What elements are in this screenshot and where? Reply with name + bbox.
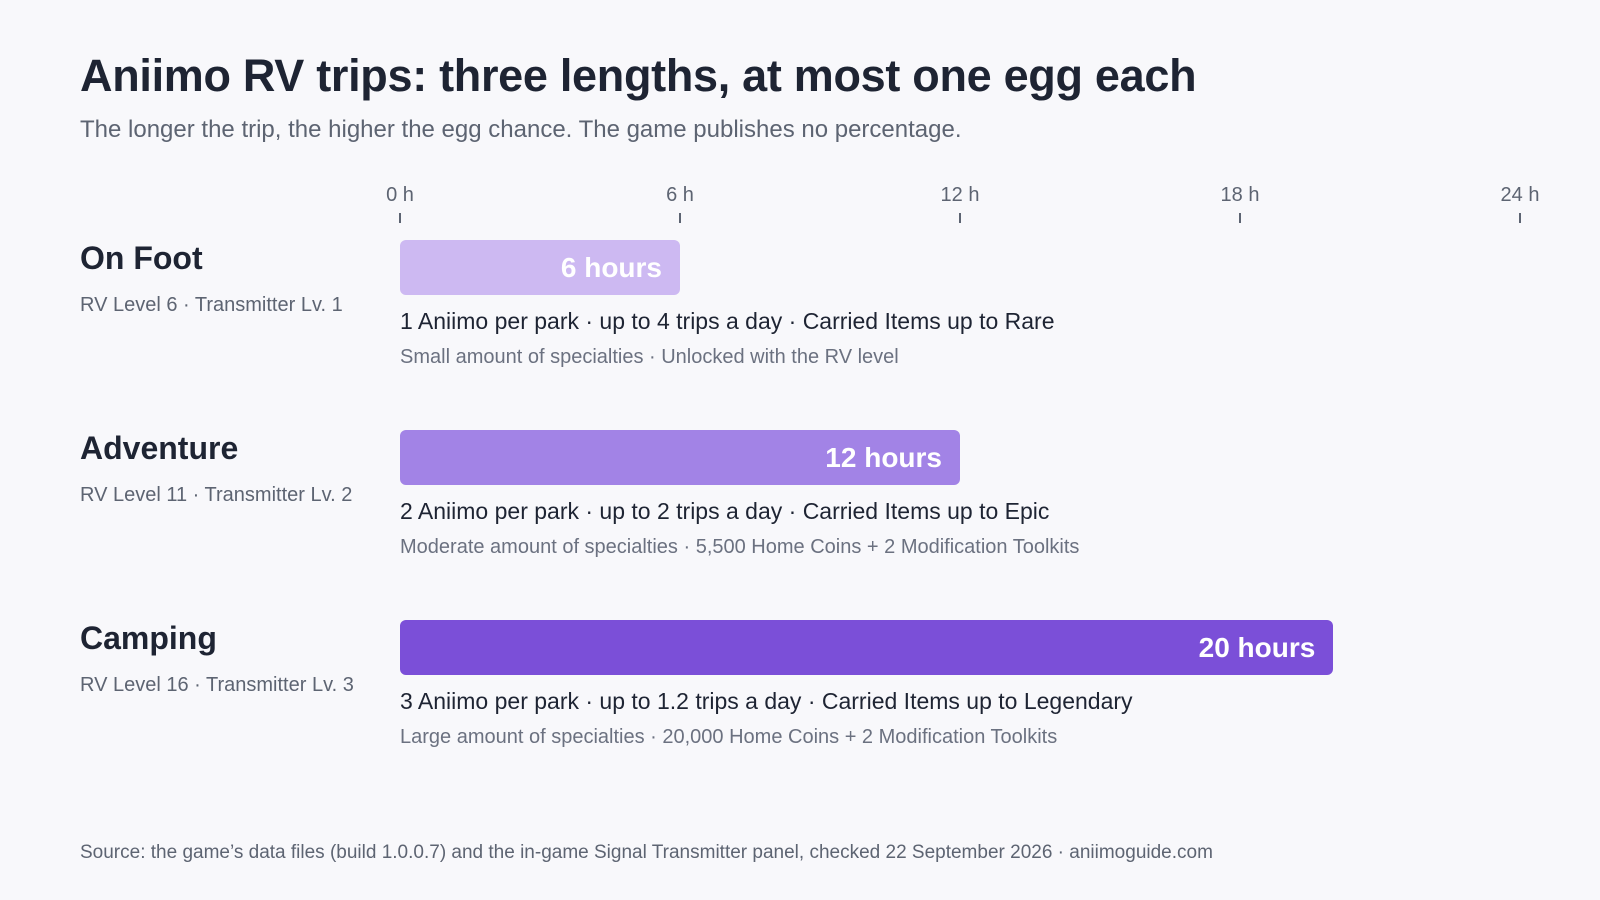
trip-name: Camping bbox=[80, 620, 217, 656]
trip-requirement: RV Level 16 · Transmitter Lv. 3 bbox=[80, 674, 354, 696]
trip-row: Camping RV Level 16 · Transmitter Lv. 3 20… bbox=[0, 620, 1600, 790]
trip-duration-bar: 6 hours bbox=[400, 240, 680, 295]
x-tick: 18 h bbox=[1200, 184, 1280, 223]
trip-rewards: Large amount of specialties · 20,000 Hom… bbox=[400, 726, 1058, 748]
trip-duration-bar: 12 hours bbox=[400, 430, 960, 485]
x-tick-mark bbox=[399, 213, 401, 223]
trip-row: Adventure RV Level 11 · Transmitter Lv. 2… bbox=[0, 430, 1600, 600]
trip-requirement: RV Level 6 · Transmitter Lv. 1 bbox=[80, 294, 343, 316]
trip-name: Adventure bbox=[80, 430, 239, 466]
x-tick-label: 6 h bbox=[666, 184, 694, 206]
trip-rewards: Small amount of specialties · Unlocked w… bbox=[400, 346, 899, 368]
x-tick-mark bbox=[1239, 213, 1241, 223]
x-tick-label: 24 h bbox=[1500, 184, 1540, 206]
bar-value-label: 20 hours bbox=[1198, 631, 1316, 663]
trip-rewards: Moderate amount of specialties · 5,500 H… bbox=[400, 536, 1080, 558]
trip-details: 3 Aniimo per park · up to 1.2 trips a da… bbox=[400, 688, 1133, 714]
x-tick-mark bbox=[679, 213, 681, 223]
trip-details: 1 Aniimo per park · up to 4 trips a day … bbox=[400, 308, 1055, 334]
x-tick: 6 h bbox=[640, 184, 720, 223]
bar-value-label: 12 hours bbox=[825, 441, 942, 473]
x-tick-label: 0 h bbox=[386, 184, 414, 206]
chart-title: Aniimo RV trips: three lengths, at most … bbox=[80, 50, 1197, 101]
trip-duration-bar: 20 hours bbox=[400, 620, 1334, 675]
x-tick-label: 18 h bbox=[1220, 184, 1260, 206]
bar-value-label: 6 hours bbox=[560, 251, 662, 283]
source-note: Source: the game’s data files (build 1.0… bbox=[80, 842, 1213, 863]
trip-row: On Foot RV Level 6 · Transmitter Lv. 1 6 h… bbox=[0, 240, 1600, 410]
x-tick: 24 h bbox=[1480, 184, 1560, 223]
x-axis: 0 h 6 h 12 h 18 h 24 h bbox=[0, 0, 1600, 240]
x-tick: 12 h bbox=[920, 184, 1000, 223]
trip-requirement: RV Level 11 · Transmitter Lv. 2 bbox=[80, 484, 353, 506]
x-tick: 0 h bbox=[360, 184, 440, 223]
x-tick-mark bbox=[959, 213, 961, 223]
x-tick-label: 12 h bbox=[940, 184, 980, 206]
trip-details: 2 Aniimo per park · up to 2 trips a day … bbox=[400, 498, 1050, 524]
trip-name: On Foot bbox=[80, 240, 203, 276]
x-tick-mark bbox=[1519, 213, 1521, 223]
chart-subtitle: The longer the trip, the higher the egg … bbox=[80, 116, 962, 143]
